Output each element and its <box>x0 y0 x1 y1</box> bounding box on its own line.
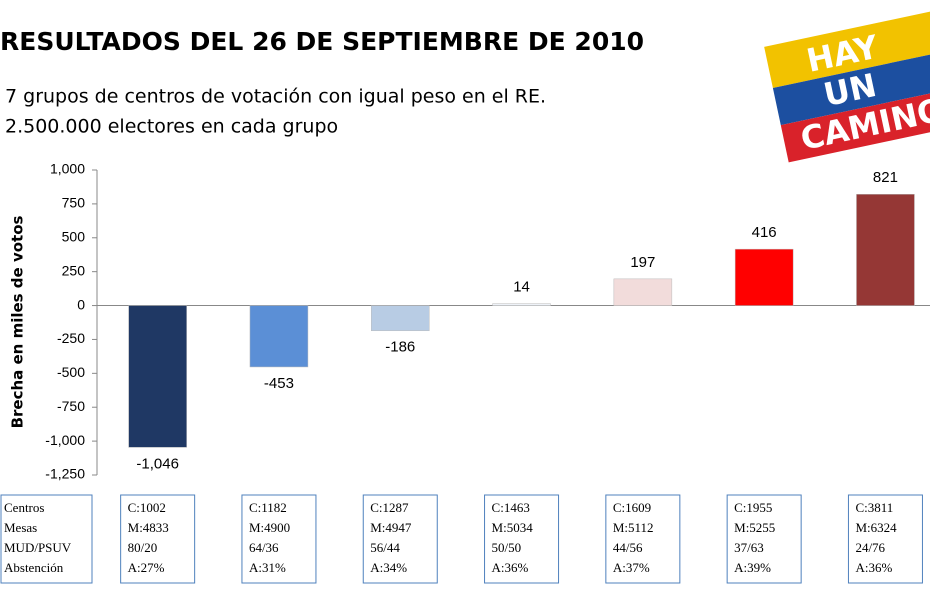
info-cell: C:3811 <box>855 500 893 515</box>
y-tick-label: 250 <box>62 262 86 278</box>
value-label: -1,046 <box>136 455 179 472</box>
y-tick-label: -500 <box>57 364 85 380</box>
value-label: 14 <box>513 279 530 296</box>
info-cell: C:1002 <box>128 500 166 515</box>
value-label: 416 <box>752 224 777 241</box>
info-cell: M:5034 <box>492 520 534 535</box>
info-row-label: Centros <box>4 500 44 515</box>
y-tick-label: 750 <box>62 195 86 211</box>
flag-yellow <box>764 11 930 88</box>
y-tick-label: -1,250 <box>45 466 85 482</box>
info-box <box>726 494 802 584</box>
info-cell: M:5255 <box>734 520 775 535</box>
info-cell: 56/44 <box>370 540 400 555</box>
info-row-label: MUD/PSUV <box>4 540 72 555</box>
info-row-label: Abstención <box>4 560 64 575</box>
info-row-label: Mesas <box>4 520 37 535</box>
info-cell: C:1287 <box>370 500 409 515</box>
y-tick-label: 500 <box>62 228 86 244</box>
info-cell: 37/63 <box>734 540 764 555</box>
title: RESULTADOS DEL 26 DE SEPTIEMBRE DE 2010 <box>0 27 644 56</box>
info-box <box>0 494 93 584</box>
info-cell: M:4833 <box>128 520 169 535</box>
value-label: -186 <box>385 339 415 356</box>
info-box <box>362 494 438 584</box>
subtitle-line: 2.500.000 electores en cada grupo <box>5 116 338 138</box>
info-cell: A:27% <box>128 560 165 575</box>
info-cell: C:1182 <box>249 500 287 515</box>
bar <box>856 194 915 306</box>
bar <box>249 305 309 368</box>
info-cell: C:1609 <box>613 500 651 515</box>
info-cell: A:31% <box>249 560 286 575</box>
info-cell: 50/50 <box>492 540 522 555</box>
info-box <box>605 494 681 584</box>
flag-blue <box>772 52 930 126</box>
value-label: 821 <box>873 169 898 186</box>
info-cell: 24/76 <box>855 540 885 555</box>
info-cell: 44/56 <box>613 540 643 555</box>
info-cell: M:6324 <box>855 520 897 535</box>
bar <box>613 278 673 306</box>
info-cell: C:1955 <box>734 500 772 515</box>
bar <box>492 303 551 306</box>
y-axis-label: Brecha en miles de votos <box>9 216 27 429</box>
info-cell: M:4900 <box>249 520 290 535</box>
info-cell: A:36% <box>855 560 892 575</box>
bar <box>734 248 794 306</box>
info-cell: M:5112 <box>613 520 654 535</box>
y-tick-label: -1,000 <box>45 432 85 448</box>
logo: HAY UN CAMINO <box>764 11 930 163</box>
info-cell: A:36% <box>492 560 529 575</box>
y-tick-label: 1,000 <box>50 161 85 177</box>
info-box <box>847 494 923 584</box>
value-label: 197 <box>630 254 655 271</box>
info-cell: M:4947 <box>370 520 412 535</box>
info-box <box>120 494 196 584</box>
info-cell: 80/20 <box>128 540 158 555</box>
info-box <box>241 494 317 584</box>
bar <box>371 305 430 332</box>
info-cell: A:37% <box>613 560 650 575</box>
value-label: -453 <box>264 375 294 392</box>
info-cell: A:34% <box>370 560 407 575</box>
flag-red <box>780 89 930 163</box>
info-cell: A:39% <box>734 560 771 575</box>
y-tick-label: 0 <box>77 296 85 312</box>
info-box <box>484 494 560 584</box>
info-cell: 64/36 <box>249 540 279 555</box>
y-tick-label: -750 <box>57 398 85 414</box>
bar <box>128 305 187 448</box>
subtitle-line: 7 grupos de centros de votación con igua… <box>5 86 546 108</box>
info-cell: C:1463 <box>492 500 530 515</box>
y-tick-label: -250 <box>57 330 85 346</box>
